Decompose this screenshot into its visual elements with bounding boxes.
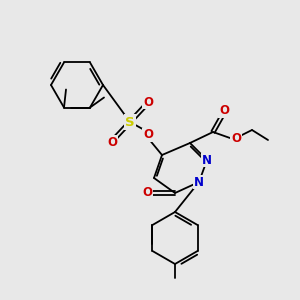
Text: S: S bbox=[125, 116, 135, 128]
Text: O: O bbox=[143, 128, 153, 142]
Text: O: O bbox=[143, 95, 153, 109]
Text: O: O bbox=[142, 187, 152, 200]
Text: O: O bbox=[219, 104, 229, 118]
Text: N: N bbox=[194, 176, 204, 188]
Text: O: O bbox=[107, 136, 117, 148]
Text: N: N bbox=[202, 154, 212, 166]
Text: O: O bbox=[231, 131, 241, 145]
